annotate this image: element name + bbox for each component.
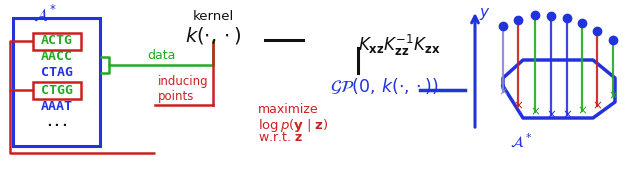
Text: $k(\cdot,\cdot)$: $k(\cdot,\cdot)$ xyxy=(184,25,241,46)
Text: data: data xyxy=(147,49,175,62)
Text: $\times$: $\times$ xyxy=(498,85,508,98)
Text: $K_{\mathbf{xz}}K_{\mathbf{zz}}^{-1}K_{\mathbf{zx}}$: $K_{\mathbf{xz}}K_{\mathbf{zz}}^{-1}K_{\… xyxy=(358,33,440,58)
Text: $\mathcal{GP}\left(0,\,k(\cdot,\cdot)\right)$: $\mathcal{GP}\left(0,\,k(\cdot,\cdot)\ri… xyxy=(330,76,439,96)
Text: $\times$: $\times$ xyxy=(562,109,572,122)
Text: kernel: kernel xyxy=(193,10,234,23)
Text: ACTG: ACTG xyxy=(41,35,73,48)
Text: AAAT: AAAT xyxy=(41,100,73,112)
Text: $\mathcal{A}^*$: $\mathcal{A}^*$ xyxy=(510,133,532,151)
Text: $\times$: $\times$ xyxy=(546,109,556,122)
Text: inducing
points: inducing points xyxy=(158,75,209,103)
Bar xyxy=(33,82,81,98)
Text: $\times$: $\times$ xyxy=(577,104,587,117)
Text: AACC: AACC xyxy=(41,51,73,64)
Text: maximize: maximize xyxy=(258,103,319,116)
Text: w.r.t. $\mathbf{z}$: w.r.t. $\mathbf{z}$ xyxy=(258,131,303,144)
Bar xyxy=(13,18,100,146)
Text: CTAG: CTAG xyxy=(41,67,73,80)
Text: $\times$: $\times$ xyxy=(530,106,540,119)
Text: $\times$: $\times$ xyxy=(608,90,618,103)
Text: CTGG: CTGG xyxy=(41,83,73,96)
Text: $y$: $y$ xyxy=(479,6,491,22)
Text: $\times$: $\times$ xyxy=(592,100,602,112)
Text: $\log p(\mathbf{y}\mid\mathbf{z})$: $\log p(\mathbf{y}\mid\mathbf{z})$ xyxy=(258,117,328,134)
Text: $\mathcal{A}^*$: $\mathcal{A}^*$ xyxy=(33,3,57,23)
Text: $\times$: $\times$ xyxy=(513,100,523,112)
Text: ...: ... xyxy=(45,116,69,130)
Bar xyxy=(33,33,81,49)
